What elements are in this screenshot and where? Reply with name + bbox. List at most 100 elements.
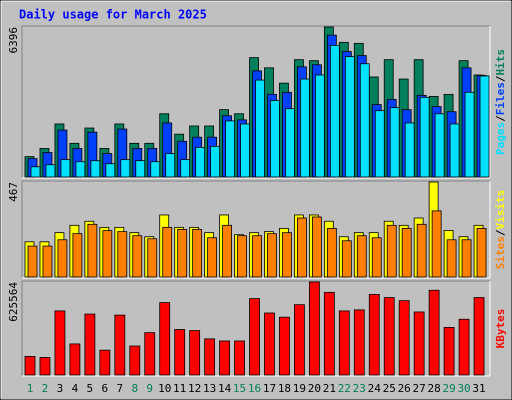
x-tick-label: 17 — [263, 382, 276, 395]
legend-entry: Pages — [494, 122, 507, 155]
bar — [353, 309, 365, 376]
bar — [458, 318, 470, 376]
bar — [311, 216, 322, 278]
bar — [279, 316, 290, 376]
bar — [473, 297, 485, 376]
x-tick-label: 23 — [353, 382, 366, 395]
bar — [162, 226, 173, 278]
bar — [120, 159, 131, 178]
bar — [174, 329, 186, 376]
bar — [479, 75, 490, 178]
bar — [45, 164, 56, 178]
x-tick-label: 6 — [102, 382, 109, 395]
bar — [401, 227, 412, 278]
bar — [255, 79, 265, 178]
bar — [105, 163, 116, 178]
bar — [252, 235, 262, 278]
bar — [249, 298, 260, 376]
x-tick-label: 13 — [203, 382, 216, 395]
bar — [39, 357, 51, 376]
x-tick-label: 24 — [368, 382, 382, 395]
x-tick-label: 10 — [158, 382, 171, 395]
legend-entry: Sites — [494, 236, 507, 269]
bar — [419, 97, 430, 178]
bar — [398, 300, 410, 376]
legend-separator: / — [494, 229, 507, 236]
x-tick-label: 12 — [188, 382, 201, 395]
bar — [240, 123, 250, 178]
bar — [270, 100, 280, 178]
legend-entry: KBytes — [494, 309, 507, 349]
bar — [431, 210, 442, 278]
bar — [225, 120, 235, 178]
bar — [189, 330, 201, 376]
bar — [204, 338, 216, 376]
bar — [282, 232, 292, 278]
x-tick-label: 28 — [428, 382, 441, 395]
bar — [42, 245, 53, 278]
bar — [219, 340, 230, 376]
x-tick-label: 31 — [472, 382, 485, 395]
bar — [374, 110, 385, 178]
bar — [416, 223, 427, 278]
legend: Sites/Visits — [494, 190, 507, 270]
bar — [344, 56, 355, 178]
x-tick-label: 2 — [42, 382, 49, 395]
bar — [180, 159, 191, 178]
bar — [30, 166, 41, 178]
bar — [356, 235, 367, 278]
bar — [99, 349, 111, 376]
bar — [476, 227, 487, 278]
bar — [294, 304, 305, 376]
legend-separator: / — [494, 115, 507, 122]
x-tick-label: 27 — [413, 382, 426, 395]
bar — [192, 228, 203, 278]
bar — [135, 160, 146, 178]
bar — [443, 327, 455, 376]
x-tick-label: 30 — [457, 382, 470, 395]
bar — [285, 108, 295, 178]
x-tick-label: 14 — [218, 382, 232, 395]
x-tick-label: 3 — [57, 382, 64, 395]
bar — [308, 281, 320, 376]
bar — [389, 107, 400, 178]
bar — [222, 224, 232, 278]
bar — [383, 297, 395, 376]
x-tick-label: 21 — [323, 382, 336, 395]
bar — [323, 291, 335, 376]
x-tick-label: 20 — [308, 382, 321, 395]
bar — [87, 223, 98, 278]
bar — [461, 239, 472, 278]
bar — [72, 233, 83, 278]
x-tick-label: 7 — [116, 382, 123, 395]
bar — [84, 313, 96, 376]
bar — [464, 91, 475, 178]
bar — [404, 122, 415, 178]
bar — [90, 160, 101, 178]
x-tick-label: 5 — [87, 382, 94, 395]
y-tick-label: 467 — [7, 182, 20, 202]
x-tick-label: 8 — [131, 382, 138, 395]
bar — [195, 147, 206, 178]
bar — [27, 245, 38, 278]
bar — [371, 237, 382, 278]
x-tick-label: 19 — [293, 382, 306, 395]
bar — [428, 289, 440, 376]
bar — [75, 161, 86, 178]
bar — [368, 294, 380, 376]
bar — [386, 224, 397, 278]
bar — [338, 310, 350, 376]
bar — [234, 340, 245, 376]
x-tick-label: 4 — [72, 382, 79, 395]
x-tick-label: 29 — [442, 382, 455, 395]
y-tick-label: 625564 — [7, 282, 20, 322]
bar — [54, 310, 66, 376]
bar — [210, 145, 221, 178]
legend-separator: / — [494, 75, 507, 82]
bar — [314, 74, 325, 178]
x-tick-label: 25 — [383, 382, 396, 395]
bar — [300, 78, 310, 178]
legend-entry: Files — [494, 82, 507, 115]
bar — [129, 345, 141, 376]
